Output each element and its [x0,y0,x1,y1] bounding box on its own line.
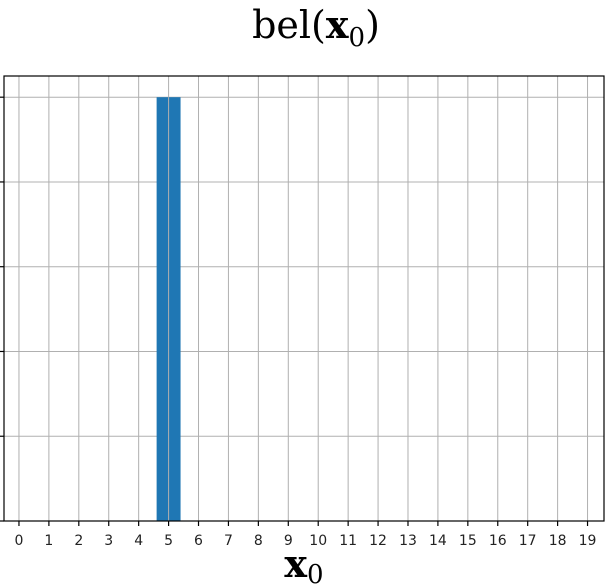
x-tick-label: 15 [459,533,477,549]
x-tick-label: 14 [429,533,447,549]
plot-frame [3,75,605,522]
chart-title-variable: x [326,2,349,47]
x-tick-label: 19 [579,533,597,549]
x-tick-label: 5 [164,533,173,549]
x-tick-label: 17 [519,533,537,549]
x-tick-label: 18 [549,533,567,549]
x-tick-label: 0 [15,533,24,549]
x-axis-label: x0 [284,541,323,585]
grid [4,76,604,521]
x-tick-label: 11 [339,533,357,549]
chart-title: bel(x0) [252,2,380,53]
x-tick-label: 1 [44,533,53,549]
ticks: 0 1 2 3 4 5 6 7 8 9 10 11 12 13 14 15 16 17 18 19 [0,96,597,549]
chart-title-subscript: 0 [349,23,366,53]
x-tick-label: 10 [309,533,327,549]
chart-title-suffix: ) [365,3,380,47]
x-tick-label: 7 [224,533,233,549]
chart-title-prefix: bel( [252,3,326,47]
x-tick-label: 9 [284,533,293,549]
x-tick-label: 4 [134,533,143,549]
x-tick-label: 3 [104,533,113,549]
bars [156,97,181,521]
x-tick-label: 8 [254,533,263,549]
x-tick-label: 6 [194,533,203,549]
x-tick-label: 16 [489,533,507,549]
x-tick-label: 2 [74,533,83,549]
x-tick-label: 12 [369,533,387,549]
x-tick-label: 13 [399,533,417,549]
x-axis-label-subscript: 0 [307,560,324,585]
x-axis-label-variable: x [284,541,307,585]
